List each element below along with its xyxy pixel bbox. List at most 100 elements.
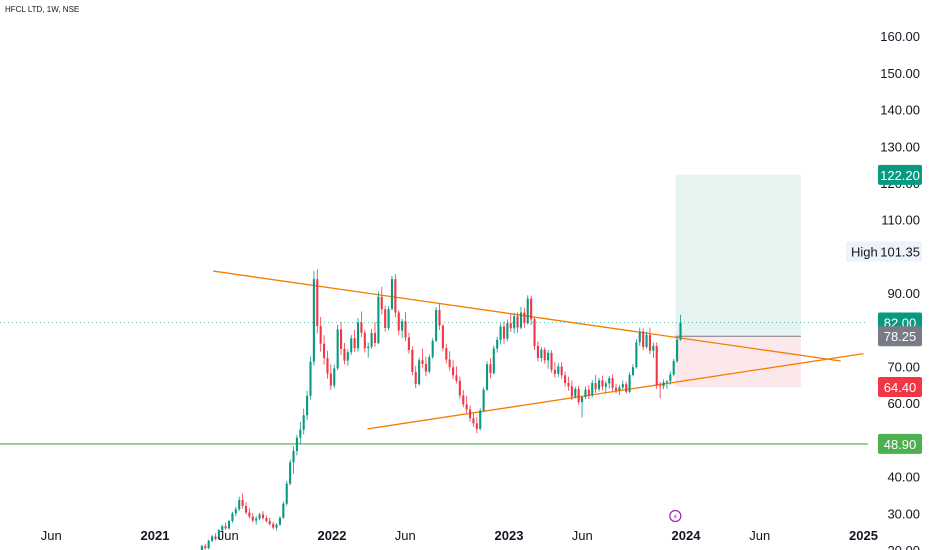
candle [570, 380, 573, 401]
candle-body [455, 375, 458, 381]
candle-body [489, 364, 492, 374]
candle [597, 377, 601, 392]
candle-body [591, 383, 594, 396]
candle-body [587, 389, 590, 396]
candle-body [659, 385, 662, 387]
candle-body [333, 368, 336, 386]
candle-body [652, 345, 655, 351]
candle-body [261, 514, 265, 519]
candle [312, 271, 315, 366]
candle [411, 346, 414, 376]
candle [526, 295, 529, 325]
y-tick-label: 40.00 [887, 470, 920, 485]
candle [665, 380, 668, 389]
candle-body [594, 383, 597, 390]
x-tick-label: Jun [749, 528, 770, 543]
candle-body [435, 309, 438, 341]
price-tag-box [878, 433, 922, 454]
candle [628, 372, 631, 393]
candle [241, 493, 244, 509]
candle [672, 358, 675, 377]
candle [485, 361, 489, 392]
candle [255, 516, 258, 525]
candle-body [289, 462, 292, 484]
candle [553, 362, 556, 378]
y-tick-label: 70.00 [887, 360, 920, 375]
candle-body [506, 323, 509, 339]
candle-body [404, 321, 407, 338]
candle-body [584, 389, 587, 397]
candle [377, 291, 380, 345]
price-tag-label: 122.20 [880, 168, 920, 183]
candle-body [373, 333, 377, 344]
candle-body [387, 308, 390, 328]
candle-body [370, 333, 373, 347]
candle [428, 354, 431, 374]
candle-body [401, 321, 404, 331]
y-tick-label: 150.00 [880, 66, 920, 81]
candle-body [360, 322, 363, 333]
candle [479, 408, 482, 431]
candle [295, 434, 298, 456]
price-tag-support: 48.90 [878, 433, 922, 454]
candle [455, 366, 458, 384]
candle [679, 314, 682, 341]
candle-body [604, 383, 607, 387]
candle-body [448, 359, 451, 368]
candle-body [200, 545, 203, 550]
candle-body [244, 505, 248, 513]
candle-body [421, 360, 424, 364]
candle [462, 389, 465, 408]
candle-body [570, 386, 573, 397]
candle-body [258, 514, 261, 519]
candle-body [614, 387, 618, 391]
candle-body [499, 326, 502, 340]
y-tick-label: 160.00 [880, 29, 920, 44]
candle-body [581, 396, 584, 403]
candle [513, 312, 516, 334]
candle-body [475, 423, 478, 429]
candle [523, 307, 526, 328]
candle [489, 358, 492, 379]
price-tag-entry: 78.25 [878, 326, 922, 347]
candle-body [377, 296, 380, 344]
y-tick-label: 20.00 [887, 543, 920, 550]
candle-body [560, 366, 563, 376]
candle [350, 334, 353, 355]
candle [618, 384, 621, 396]
candle-body [496, 339, 499, 349]
candle [306, 390, 309, 421]
candle [272, 521, 275, 530]
candle [265, 515, 268, 523]
candle-body [523, 312, 526, 324]
candle [564, 371, 567, 387]
candle [200, 544, 203, 550]
candle [676, 337, 679, 363]
y-tick-label: 140.00 [880, 103, 920, 118]
candle [445, 343, 448, 364]
candle [482, 387, 485, 412]
candle [289, 459, 292, 486]
candle-body [255, 518, 258, 521]
candle [380, 286, 383, 315]
x-tick-label: Jun [572, 528, 593, 543]
candle-body [513, 316, 516, 329]
candle [353, 329, 356, 352]
candle [499, 323, 502, 345]
candle-body [278, 517, 281, 525]
candle [492, 345, 495, 375]
candle-body [292, 450, 295, 463]
candle [261, 511, 265, 520]
candle-body [285, 483, 288, 504]
candle [435, 307, 438, 343]
candle [373, 322, 377, 348]
candle-body [241, 500, 244, 506]
candle [659, 381, 662, 399]
candle [642, 328, 645, 351]
candle [363, 330, 366, 353]
candle-body [526, 298, 529, 324]
candle-body [458, 380, 461, 396]
price-tag-box [878, 164, 922, 185]
candle-body [608, 378, 611, 384]
candle [506, 319, 509, 342]
